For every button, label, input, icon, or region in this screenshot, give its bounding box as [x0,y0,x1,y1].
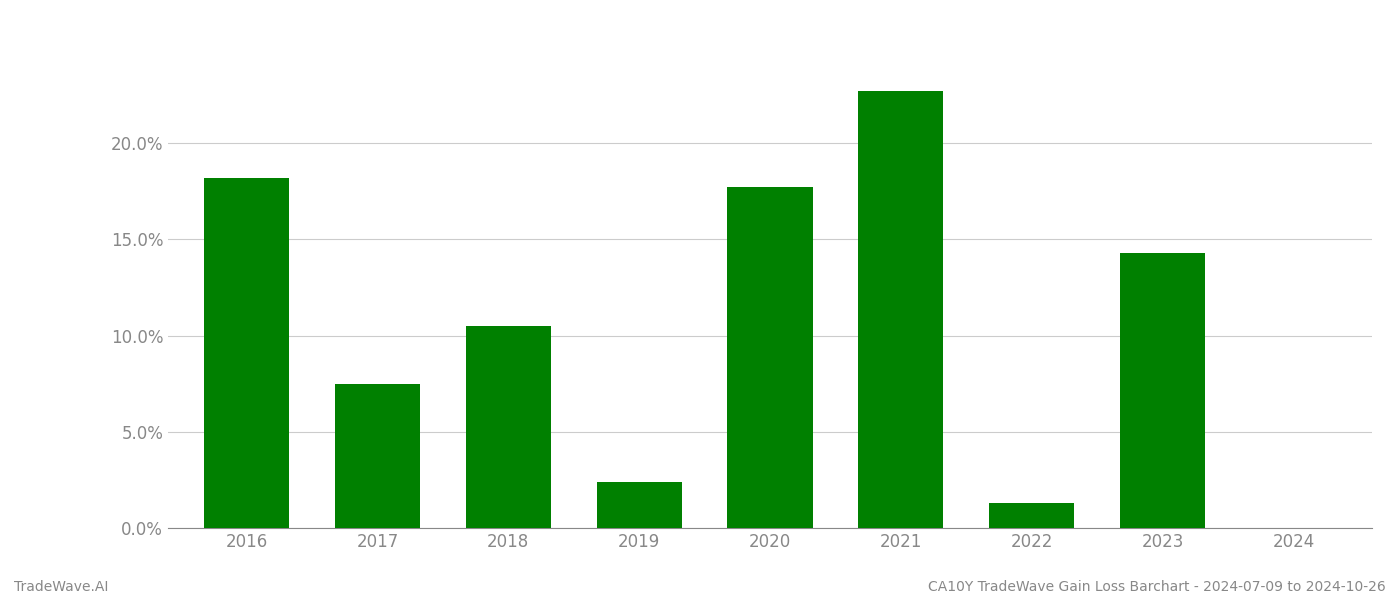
Bar [1120,253,1205,528]
Bar [990,503,1074,528]
Bar [335,383,420,528]
Bar [466,326,550,528]
Text: CA10Y TradeWave Gain Loss Barchart - 2024-07-09 to 2024-10-26: CA10Y TradeWave Gain Loss Barchart - 202… [928,580,1386,594]
Bar [858,91,944,528]
Bar [728,187,812,528]
Text: TradeWave.AI: TradeWave.AI [14,580,108,594]
Bar [596,482,682,528]
Bar [204,178,288,528]
